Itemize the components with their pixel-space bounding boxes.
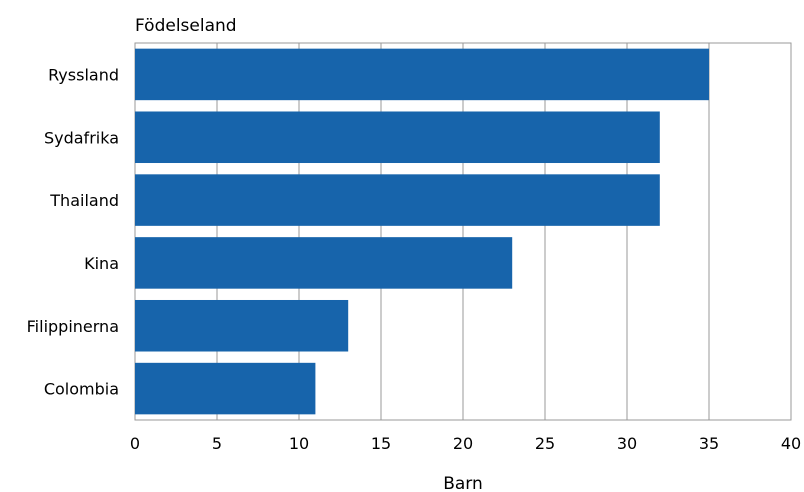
x-tick-label-0: 0 <box>130 434 140 453</box>
x-tick-label-25: 25 <box>535 434 555 453</box>
category-labels: Ryssland Sydafrika Thailand Kina Filippinern… <box>27 65 119 398</box>
bars <box>135 48 709 415</box>
x-tick-label-10: 10 <box>289 434 309 453</box>
category-label-colombia: Colombia <box>44 380 119 399</box>
category-label-kina: Kina <box>84 254 119 273</box>
x-tick-label-35: 35 <box>699 434 719 453</box>
x-axis-title: Barn <box>443 474 483 492</box>
bar-kina <box>135 237 513 289</box>
y-axis-title: Födelseland <box>135 16 237 36</box>
x-tick-label-30: 30 <box>617 434 637 453</box>
bar-thailand <box>135 174 660 226</box>
bar-filippinerna <box>135 299 349 352</box>
bar-colombia <box>135 362 316 415</box>
bar-sydafrika <box>135 111 660 164</box>
category-label-sydafrika: Sydafrika <box>44 128 119 147</box>
x-tick-labels: 0 5 10 15 20 25 30 35 40 <box>130 434 801 453</box>
x-tick-label-40: 40 <box>781 434 801 453</box>
plot-frame <box>134 42 792 421</box>
category-label-thailand: Thailand <box>49 191 119 210</box>
x-tick-label-15: 15 <box>371 434 391 453</box>
x-tick-label-20: 20 <box>453 434 473 453</box>
x-tick-label-5: 5 <box>212 434 222 453</box>
category-label-filippinerna: Filippinerna <box>27 317 119 336</box>
grid-lines <box>216 43 710 420</box>
bar-ryssland <box>135 48 709 101</box>
category-label-ryssland: Ryssland <box>48 65 119 84</box>
